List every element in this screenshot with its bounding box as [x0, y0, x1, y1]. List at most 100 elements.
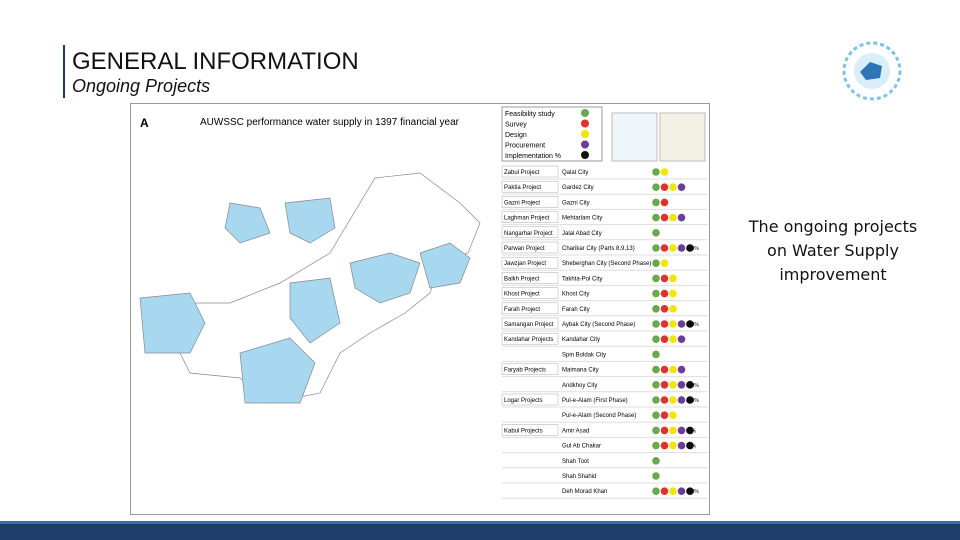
legend-label: Procurement: [505, 143, 545, 150]
project-name: Gazni Project: [504, 200, 540, 206]
status-dot: [652, 396, 660, 404]
city-name: Qalat City: [562, 170, 588, 176]
status-dot: [677, 183, 686, 191]
status-dot: [677, 396, 686, 404]
status-dot: [652, 274, 660, 283]
status-dot: [660, 168, 669, 176]
status-dot: [677, 381, 686, 389]
percent-label: 100%: [686, 383, 699, 389]
status-dot: [652, 457, 660, 465]
city-name: Andkhoy City: [562, 383, 597, 389]
city-name: Pul-e-Alam (First Phase): [562, 398, 628, 404]
status-dot: [686, 441, 694, 450]
status-dot: [669, 365, 677, 374]
project-box: [501, 302, 559, 315]
status-dot: [660, 411, 669, 420]
project-name: Logar Projects: [504, 398, 543, 404]
status-dot: [669, 487, 677, 496]
north-arrow: A: [140, 116, 149, 130]
status-dot: [660, 426, 669, 435]
status-dot: [652, 381, 660, 389]
status-dot: [660, 487, 669, 496]
project-box: [501, 393, 559, 406]
status-dot: [652, 487, 660, 496]
status-dot: [669, 426, 677, 435]
project-box: [501, 211, 559, 223]
city-name: Aybak City (Second Phase): [562, 322, 635, 328]
legend-label: Implementation %: [505, 153, 561, 160]
project-box: [501, 241, 559, 254]
legend-label: Design: [505, 132, 527, 139]
status-dot: [669, 320, 677, 328]
status-dot: [686, 381, 694, 389]
status-dot: [652, 229, 660, 237]
percent-label: 100%: [686, 322, 699, 328]
project-name: Faryab Projects: [504, 368, 546, 374]
city-name: Gul Ab Chakar: [562, 444, 601, 450]
status-dot: [660, 335, 669, 343]
status-dot: [660, 365, 669, 374]
status-dot: [652, 350, 660, 359]
status-dot: [652, 259, 660, 267]
project-name: Zabul Project: [504, 170, 540, 176]
status-dot: [652, 335, 660, 343]
project-box: [501, 226, 559, 239]
project-name: Samangan Project: [504, 322, 554, 328]
status-dot: [669, 274, 677, 283]
status-dot: [686, 487, 694, 496]
city-name: Charikar City (Parts 8,9,13): [562, 246, 635, 252]
project-name: Paktia Project: [504, 185, 541, 191]
project-name: Nangarhar Project: [504, 231, 553, 237]
caption: The ongoing projects on Water Supply imp…: [748, 217, 918, 284]
project-box: [501, 287, 559, 299]
status-dot: [652, 472, 660, 480]
project-name: Kabul Projects: [504, 428, 543, 434]
status-dot: [669, 183, 677, 191]
status-dot: [677, 487, 686, 496]
status-dot: [660, 274, 669, 283]
status-dot: [677, 213, 686, 222]
footer-bar: [0, 521, 960, 540]
city-name: Amir Asad: [562, 428, 589, 434]
percent-label: 100%: [686, 246, 699, 252]
status-dot: [660, 213, 669, 222]
city-name: Spin Boldak City: [562, 352, 606, 358]
legend-dot: [581, 109, 589, 117]
status-dot: [669, 396, 677, 404]
project-name: Balkh Project: [504, 276, 540, 282]
status-dot: [669, 441, 677, 450]
status-dot: [660, 320, 669, 328]
map-title: AUWSSC performance water supply in 1397 …: [200, 117, 460, 128]
status-dot: [677, 426, 686, 435]
status-dot: [686, 426, 694, 435]
city-name: Shah Toot: [562, 459, 589, 465]
project-box: [501, 424, 559, 436]
status-dot: [669, 289, 677, 298]
status-dot: [660, 244, 669, 252]
project-name: Kandahar Projects: [504, 337, 553, 343]
status-dot: [669, 213, 677, 222]
status-dot: [652, 411, 660, 420]
percent-label: 93%: [686, 428, 697, 434]
legend-dot: [581, 130, 589, 138]
city-name: Takhta-Pol City: [562, 276, 602, 282]
city-name: Maimana City: [562, 368, 599, 374]
status-dot: [652, 320, 660, 328]
project-name: Jawzjan Project: [504, 261, 546, 267]
status-dot: [677, 365, 686, 374]
accent-bar: [63, 45, 65, 98]
slide-title: GENERAL INFORMATION: [72, 48, 359, 75]
legend-label: Feasibility study: [505, 111, 555, 118]
status-dot: [652, 244, 660, 252]
project-box: [501, 180, 559, 193]
status-dot: [669, 244, 677, 252]
project-box: [501, 363, 559, 375]
project-box: [501, 256, 559, 269]
status-dot: [660, 183, 669, 191]
city-name: Jalal Abad City: [562, 231, 602, 237]
project-name: Laghman Project: [504, 216, 550, 222]
status-dot: [669, 411, 677, 420]
project-box: [501, 272, 559, 284]
status-dot: [686, 244, 694, 252]
